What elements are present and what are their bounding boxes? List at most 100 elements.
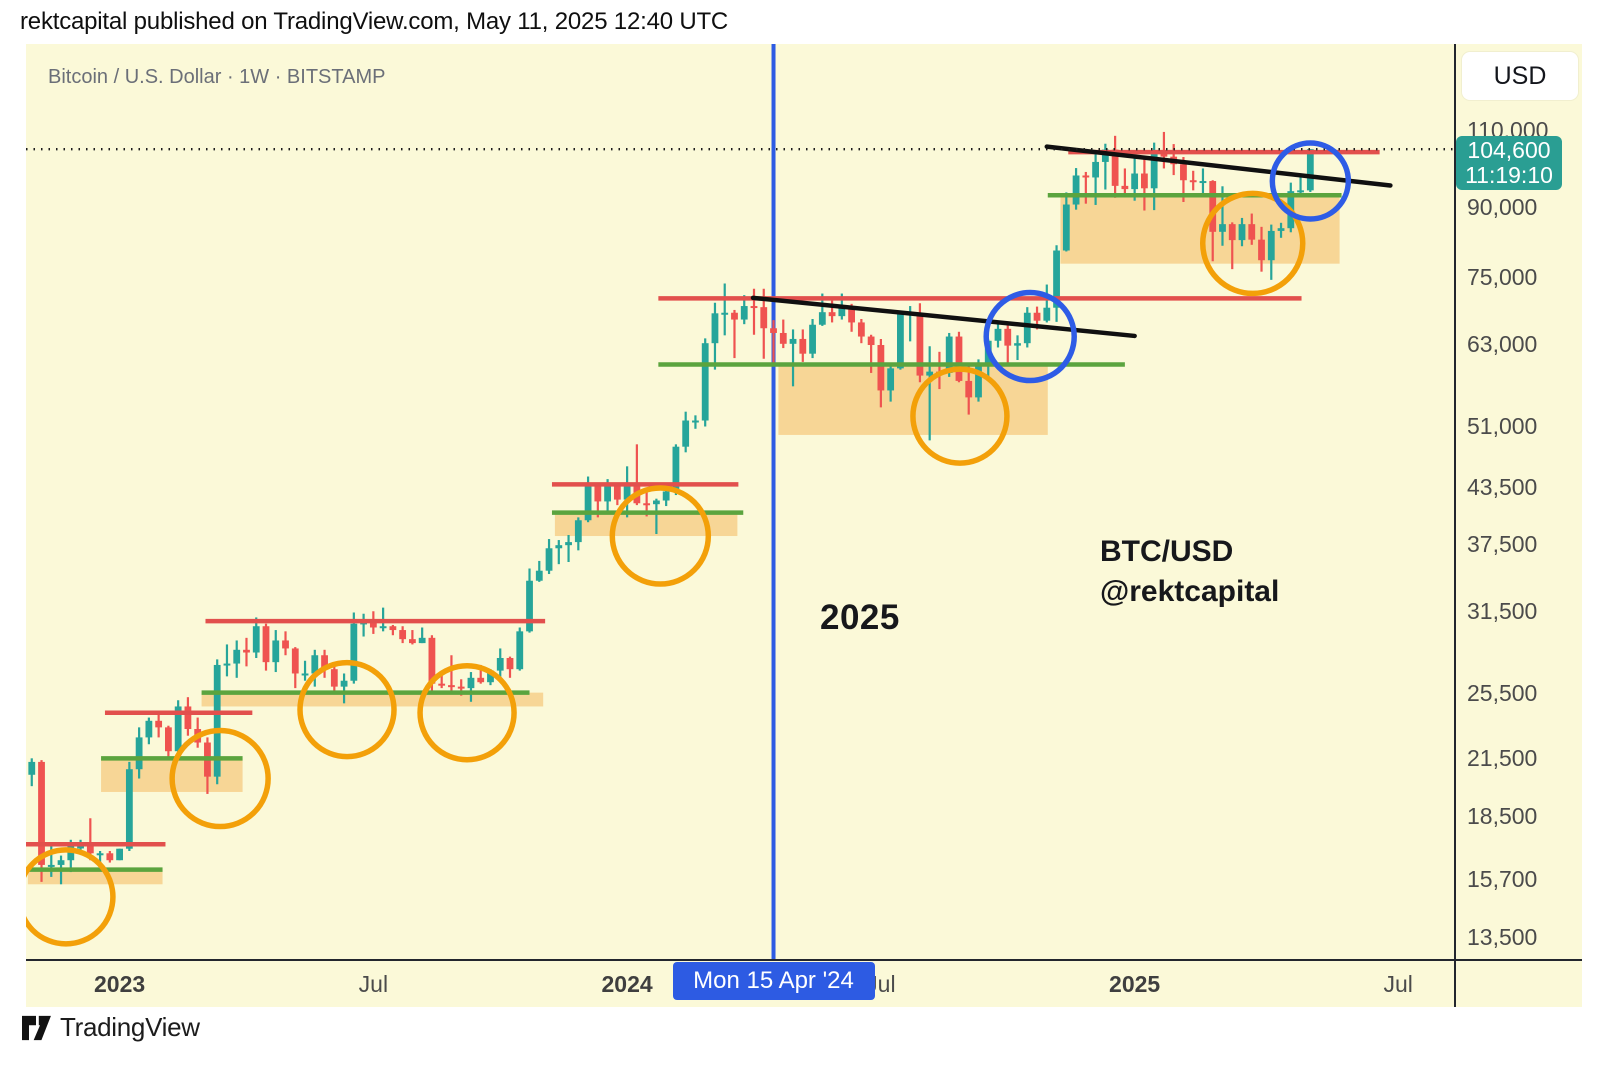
candle [330,664,338,695]
footer-brand: TradingView [20,1012,200,1043]
candle [360,613,367,637]
candle [565,535,572,563]
candle [272,630,280,673]
plot-area [19,44,1455,960]
candle [1004,324,1012,364]
watermark-symbol: BTC/USD [1100,535,1234,568]
candle [223,644,231,677]
candle [340,673,348,704]
candle [233,640,241,678]
candle [448,655,455,695]
candle [555,540,563,565]
candle [506,656,514,678]
watermark-handle: BTC/USD @rektcapital [1100,532,1279,612]
last-price-badge: 104,600 11:19:10 [1456,136,1562,191]
price-tick-label: 13,500 [1467,924,1538,951]
candle [731,309,738,359]
candle [213,659,221,785]
candle [155,712,163,738]
price-tick-label: 63,000 [1467,331,1538,358]
candle [1248,213,1256,245]
candle [535,560,543,582]
candle [282,631,289,656]
orange-highlight-circles [26,190,1306,947]
last-price-value: 104,600 [1467,137,1551,164]
candle [243,637,250,667]
currency-toggle-button[interactable]: USD [1462,52,1578,100]
candle [145,717,153,745]
price-tick-label: 21,500 [1467,745,1538,772]
candle [1062,192,1070,252]
candle [623,466,631,518]
time-tick-label: Jul [1383,971,1413,997]
candle [301,660,309,681]
time-tick-label: 2024 [601,971,653,997]
candle [809,318,816,359]
candle [692,415,699,429]
candle [350,612,358,684]
candle [135,727,143,779]
support-lines [27,193,1342,872]
candle [877,338,885,408]
candle [653,498,660,535]
candle [1306,149,1314,192]
tradingview-logotype: TradingView [60,1012,200,1042]
candle [496,648,504,678]
chart-background [26,44,1582,1007]
time-tick-label: Jul [358,971,389,997]
candle [1141,156,1148,211]
candle [252,617,260,658]
candle [1072,168,1080,210]
candle [1189,170,1197,191]
candle [311,649,319,687]
candle [19,767,26,804]
candle [857,318,865,344]
price-tick-label: 51,000 [1467,412,1538,439]
candle [1111,135,1119,198]
candle [1258,226,1265,272]
candle [789,329,797,387]
time-tick-label: 2025 [1109,971,1161,997]
price-tick-label: 25,500 [1467,679,1538,706]
candle [1053,245,1060,322]
candle [106,850,114,863]
candle [887,364,895,402]
candle [1267,224,1275,280]
candle [1121,168,1129,195]
price-tick-label: 37,500 [1467,531,1538,558]
candle [467,672,475,702]
candle [711,302,719,370]
date-marker-badge: Mon 15 Apr '24 [672,962,875,1000]
candle [125,761,133,851]
tradingview-logo-icon [22,1015,51,1040]
price-tick-label: 15,700 [1467,866,1538,893]
candle [262,623,270,671]
price-tick-label: 31,500 [1467,598,1538,625]
candle [926,346,934,441]
candle [1082,171,1090,204]
candle [1277,222,1285,238]
candle [165,725,172,759]
candle [86,818,94,861]
candle [321,649,328,678]
watermark-year: 2025 [820,598,900,637]
candle [994,323,1002,348]
candle [574,517,582,551]
candle [1043,284,1051,323]
candle [1238,217,1246,247]
candle [770,320,777,366]
candle [799,329,807,362]
candle [28,758,36,787]
price-tick-label: 43,500 [1467,474,1538,500]
candle [682,411,690,453]
candle [545,539,553,575]
candle [38,760,45,882]
candle [965,364,973,415]
watermark-account: @rektcapital [1100,575,1280,608]
candle [1297,174,1304,195]
bar-countdown: 11:19:10 [1465,162,1553,189]
attribution-header: rektcapital published on TradingView.com… [20,8,729,35]
time-tick-label: 2023 [94,971,146,997]
